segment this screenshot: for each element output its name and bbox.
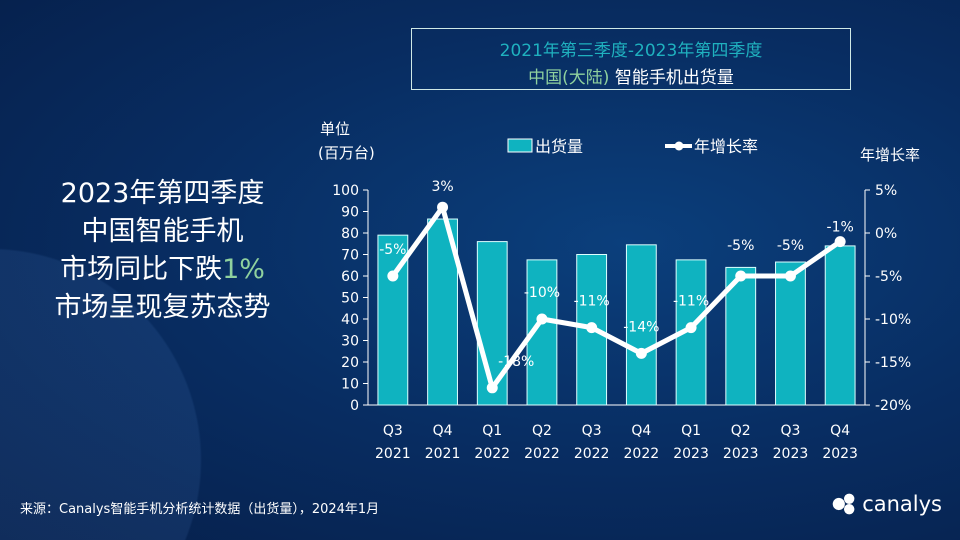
title-region: 中国(大陆) bbox=[528, 68, 610, 88]
bar bbox=[427, 218, 458, 406]
bar bbox=[725, 266, 757, 406]
left-tick-label: 80 bbox=[341, 226, 359, 242]
right-tick-label: -20% bbox=[875, 398, 911, 414]
right-tick-label: -15% bbox=[875, 355, 911, 371]
left-tick-label: 10 bbox=[341, 377, 359, 393]
growth-data-label: 3% bbox=[431, 179, 453, 195]
growth-point bbox=[635, 347, 647, 359]
growth-point bbox=[536, 313, 548, 325]
right-tick-label: -5% bbox=[875, 269, 902, 285]
growth-data-label: -1% bbox=[827, 220, 854, 236]
logo-text: canalys bbox=[862, 492, 942, 516]
bar bbox=[775, 261, 806, 406]
bar bbox=[824, 245, 856, 406]
legend-bar-label: 出货量 bbox=[535, 137, 583, 156]
headline-line2: 中国智能手机 bbox=[81, 216, 244, 247]
legend-line-label: 年增长率 bbox=[694, 137, 758, 156]
growth-point bbox=[685, 322, 697, 334]
x-tick-label-quarter: Q2 bbox=[532, 423, 552, 439]
left-axis-label: 单位 bbox=[320, 120, 350, 138]
left-tick-label: 90 bbox=[341, 205, 359, 221]
headline-line3: 市场同比下跌1% bbox=[20, 251, 305, 289]
canalys-logo-icon bbox=[832, 493, 855, 515]
right-tick-label: -10% bbox=[875, 312, 911, 328]
growth-line bbox=[390, 204, 842, 391]
growth-point bbox=[834, 236, 846, 248]
title-subject: 智能手机出货量 bbox=[609, 68, 734, 88]
growth-data-label: -11% bbox=[574, 294, 610, 310]
x-tick-label-quarter: Q4 bbox=[631, 423, 651, 439]
chart-title-line1: 2021年第三季度-2023年第四季度 bbox=[499, 41, 763, 61]
left-tick-label: 40 bbox=[341, 312, 359, 328]
growth-point bbox=[784, 270, 796, 282]
canalys-logo: canalys bbox=[831, 492, 942, 516]
x-tick-label-quarter: Q1 bbox=[681, 423, 701, 439]
right-tick-label: 5% bbox=[875, 183, 897, 199]
left-tick-label: 50 bbox=[341, 291, 359, 307]
left-tick-label: 30 bbox=[341, 334, 359, 350]
headline-line4: 市场呈现复苏态势 bbox=[54, 292, 271, 323]
left-tick-label: 0 bbox=[350, 398, 359, 414]
left-tick-label: 70 bbox=[341, 248, 359, 264]
chart-title-line2: 中国(大陆) 智能手机出货量 bbox=[412, 63, 850, 88]
right-tick-label: 0% bbox=[875, 226, 897, 242]
left-tick-label: 20 bbox=[341, 355, 359, 371]
x-tick-label-quarter: Q4 bbox=[433, 423, 453, 439]
growth-data-label: -5% bbox=[777, 238, 804, 254]
x-tick-label-quarter: Q4 bbox=[830, 423, 850, 439]
bar bbox=[625, 244, 657, 406]
headline: 2023年第四季度 中国智能手机 市场同比下跌1% 市场呈现复苏态势 bbox=[20, 175, 305, 327]
x-tick-label-quarter: Q2 bbox=[731, 423, 751, 439]
headline-percent: 1% bbox=[222, 254, 265, 285]
x-tick-label-year: 2022 bbox=[474, 446, 510, 462]
growth-point bbox=[586, 322, 598, 334]
x-tick-label-year: 2021 bbox=[425, 446, 461, 462]
x-tick-label-quarter: Q3 bbox=[780, 423, 800, 439]
x-tick-label-year: 2022 bbox=[524, 446, 560, 462]
left-tick-label: 100 bbox=[332, 183, 359, 199]
chart-title-box: 2021年第三季度-2023年第四季度 中国(大陆) 智能手机出货量 bbox=[411, 28, 851, 90]
legend-line-marker bbox=[674, 141, 684, 151]
x-tick-label-year: 2023 bbox=[773, 446, 809, 462]
growth-data-label: -14% bbox=[623, 319, 659, 335]
x-tick-label-year: 2022 bbox=[574, 446, 610, 462]
growth-point bbox=[486, 382, 498, 394]
x-tick-label-quarter: Q3 bbox=[383, 423, 403, 439]
x-tick-label-year: 2021 bbox=[375, 446, 411, 462]
headline-line3-text: 市场同比下跌 bbox=[60, 254, 223, 285]
x-tick-label-year: 2023 bbox=[723, 446, 759, 462]
growth-data-label: -5% bbox=[727, 238, 754, 254]
x-tick-label-quarter: Q1 bbox=[482, 423, 502, 439]
left-tick-label: 60 bbox=[341, 269, 359, 285]
left-axis-label: (百万台) bbox=[318, 144, 375, 162]
source-footer: 来源：Canalys智能手机分析统计数据（出货量），2024年1月 bbox=[20, 502, 380, 517]
x-tick-label-quarter: Q3 bbox=[582, 423, 602, 439]
x-tick-label-year: 2023 bbox=[822, 446, 858, 462]
growth-data-label: -5% bbox=[379, 242, 406, 258]
right-axis-label: 年增长率 bbox=[860, 146, 920, 164]
growth-data-label: -18% bbox=[498, 354, 534, 370]
growth-data-label: -11% bbox=[673, 294, 709, 310]
growth-point bbox=[735, 270, 747, 282]
growth-point bbox=[387, 270, 399, 282]
growth-data-label: -10% bbox=[524, 285, 560, 301]
growth-point bbox=[437, 201, 449, 213]
headline-line1: 2023年第四季度 bbox=[60, 178, 265, 209]
x-tick-label-year: 2023 bbox=[673, 446, 709, 462]
x-tick-label-year: 2022 bbox=[624, 446, 660, 462]
legend-bar-swatch bbox=[507, 138, 533, 153]
chart: 0 10 20 30 40 50 60 70 80 90 100 5% 0% -5% -10% -15% -20… bbox=[318, 120, 920, 462]
